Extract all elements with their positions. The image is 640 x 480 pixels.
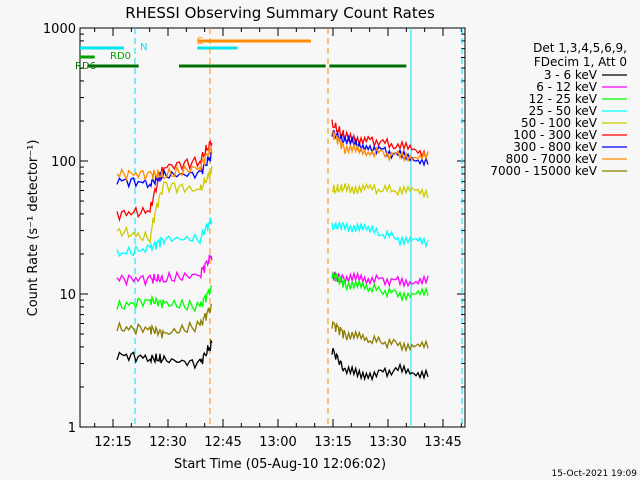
y-tick-label: 100 bbox=[51, 155, 76, 170]
y-tick-label: 1 bbox=[68, 421, 76, 436]
x-tick-label: 13:00 bbox=[259, 435, 296, 450]
x-tick-label: 12:15 bbox=[94, 435, 131, 450]
legend-label: 100 - 300 keV bbox=[513, 128, 597, 142]
legend-header-line-2: FDecim 1, Att 0 bbox=[534, 55, 627, 69]
plot-area: 1 10 100 1000 12:15 12:30 12:45 13:00 13:15 13:30… bbox=[43, 22, 466, 450]
x-tick-label: 13:30 bbox=[369, 435, 406, 450]
series-line-8 bbox=[331, 320, 429, 353]
series-line-2 bbox=[116, 285, 213, 313]
legend-header-line-1: Det 1,3,4,5,6,9, bbox=[533, 41, 627, 55]
x-tick-label: 13:15 bbox=[314, 435, 351, 450]
x-tick-label: 12:45 bbox=[204, 435, 241, 450]
series-line-0 bbox=[331, 347, 429, 382]
series-line-0 bbox=[116, 338, 213, 370]
legend-label: 300 - 800 keV bbox=[513, 140, 597, 154]
plot-frame bbox=[79, 27, 466, 428]
flag-label-rd6: RD6 bbox=[75, 61, 96, 72]
series-line-4 bbox=[116, 165, 213, 244]
legend-label: 6 - 12 keV bbox=[536, 80, 598, 94]
flag-label-n: N bbox=[140, 42, 147, 53]
flag-label-s: S bbox=[197, 36, 203, 47]
y-tick-label: 10 bbox=[59, 288, 76, 303]
legend: Det 1,3,4,5,6,9, FDecim 1, Att 0 3 - 6 k… bbox=[490, 41, 627, 178]
series-line-2 bbox=[331, 271, 429, 303]
series-line-3 bbox=[116, 217, 213, 258]
series-line-7 bbox=[116, 146, 213, 182]
chart-title: RHESSI Observing Summary Count Rates bbox=[125, 4, 435, 22]
series-line-8 bbox=[116, 303, 213, 339]
legend-label: 25 - 50 keV bbox=[529, 104, 598, 118]
footer-date: 15-Oct-2021 19:09 bbox=[552, 469, 638, 479]
legend-label: 12 - 25 keV bbox=[529, 92, 598, 106]
y-tick-label: 1000 bbox=[43, 22, 76, 37]
x-axis-label: Start Time (05-Aug-10 12:06:02) bbox=[174, 457, 386, 472]
series-line-4 bbox=[332, 182, 429, 199]
series-line-7 bbox=[331, 130, 429, 163]
y-axis-label: Count Rate (s⁻¹ detector⁻¹) bbox=[26, 140, 41, 317]
series-line-1 bbox=[116, 254, 213, 287]
legend-label: 3 - 6 keV bbox=[544, 68, 598, 82]
x-tick-label: 13:45 bbox=[424, 435, 461, 450]
flag-label-rd0: RD0 bbox=[110, 51, 131, 62]
x-tick-label: 12:30 bbox=[149, 435, 186, 450]
legend-label: 800 - 7000 keV bbox=[506, 152, 598, 166]
series-line-5 bbox=[116, 139, 213, 223]
legend-label: 7000 - 15000 keV bbox=[490, 164, 597, 178]
series-line-3 bbox=[331, 220, 429, 249]
legend-label: 50 - 100 keV bbox=[521, 116, 598, 130]
